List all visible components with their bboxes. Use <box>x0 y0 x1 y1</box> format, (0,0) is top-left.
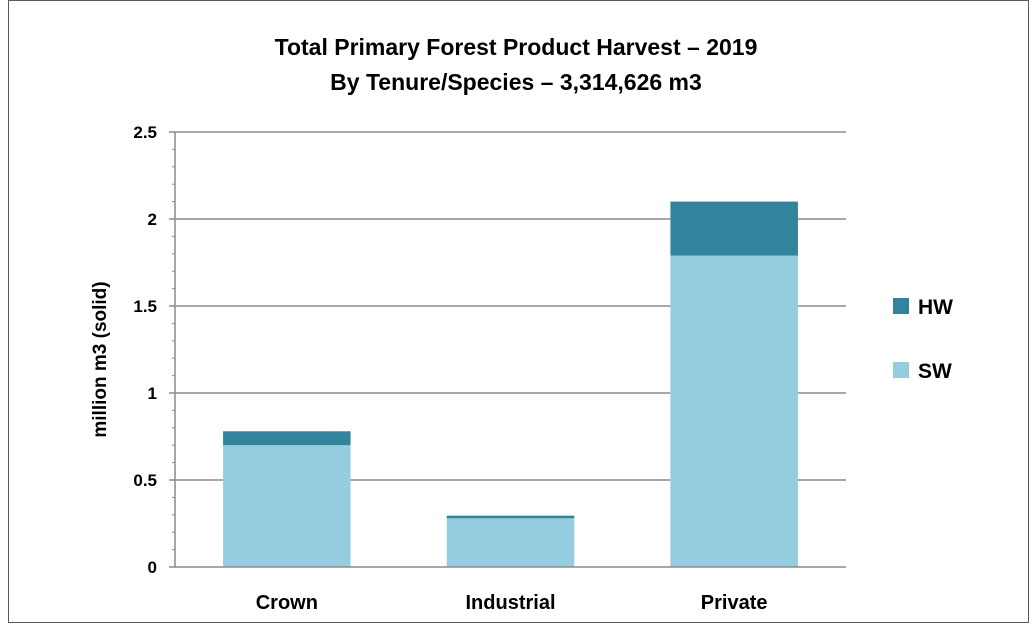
y-tick-label: 1 <box>148 384 157 403</box>
legend-swatch-hw <box>893 298 909 314</box>
x-category-label: Industrial <box>465 592 555 614</box>
legend: HW SW <box>893 296 953 383</box>
y-axis-ticks: 0 0.5 1 1.5 2 2.5 <box>133 123 175 577</box>
bar-sw-private <box>670 255 798 568</box>
bar-hw-private <box>670 201 798 256</box>
x-category-label: Private <box>701 592 768 614</box>
x-axis-categories: Crown Industrial Private <box>256 592 768 614</box>
y-tick-label: 0.5 <box>133 471 157 490</box>
bar-hw-crown <box>223 431 351 446</box>
y-tick-label: 1.5 <box>133 297 157 316</box>
legend-swatch-sw <box>893 362 909 378</box>
y-axis-label: million m3 (solid) <box>90 281 111 437</box>
x-category-label: Crown <box>256 592 318 614</box>
legend-label-hw: HW <box>918 296 953 319</box>
bars <box>223 201 798 568</box>
chart-title-block: Total Primary Forest Product Harvest – 2… <box>0 30 1032 100</box>
chart-title: Total Primary Forest Product Harvest – 2… <box>274 34 758 60</box>
y-tick-label: 2 <box>148 210 157 229</box>
chart-subtitle: By Tenure/Species – 3,314,626 m3 <box>330 69 702 95</box>
legend-label-sw: SW <box>918 360 952 383</box>
bar-sw-crown <box>223 445 351 567</box>
y-tick-label: 2.5 <box>133 123 157 142</box>
y-tick-label: 0 <box>148 558 157 577</box>
bar-hw-industrial <box>446 515 575 519</box>
bar-sw-industrial <box>446 518 575 567</box>
